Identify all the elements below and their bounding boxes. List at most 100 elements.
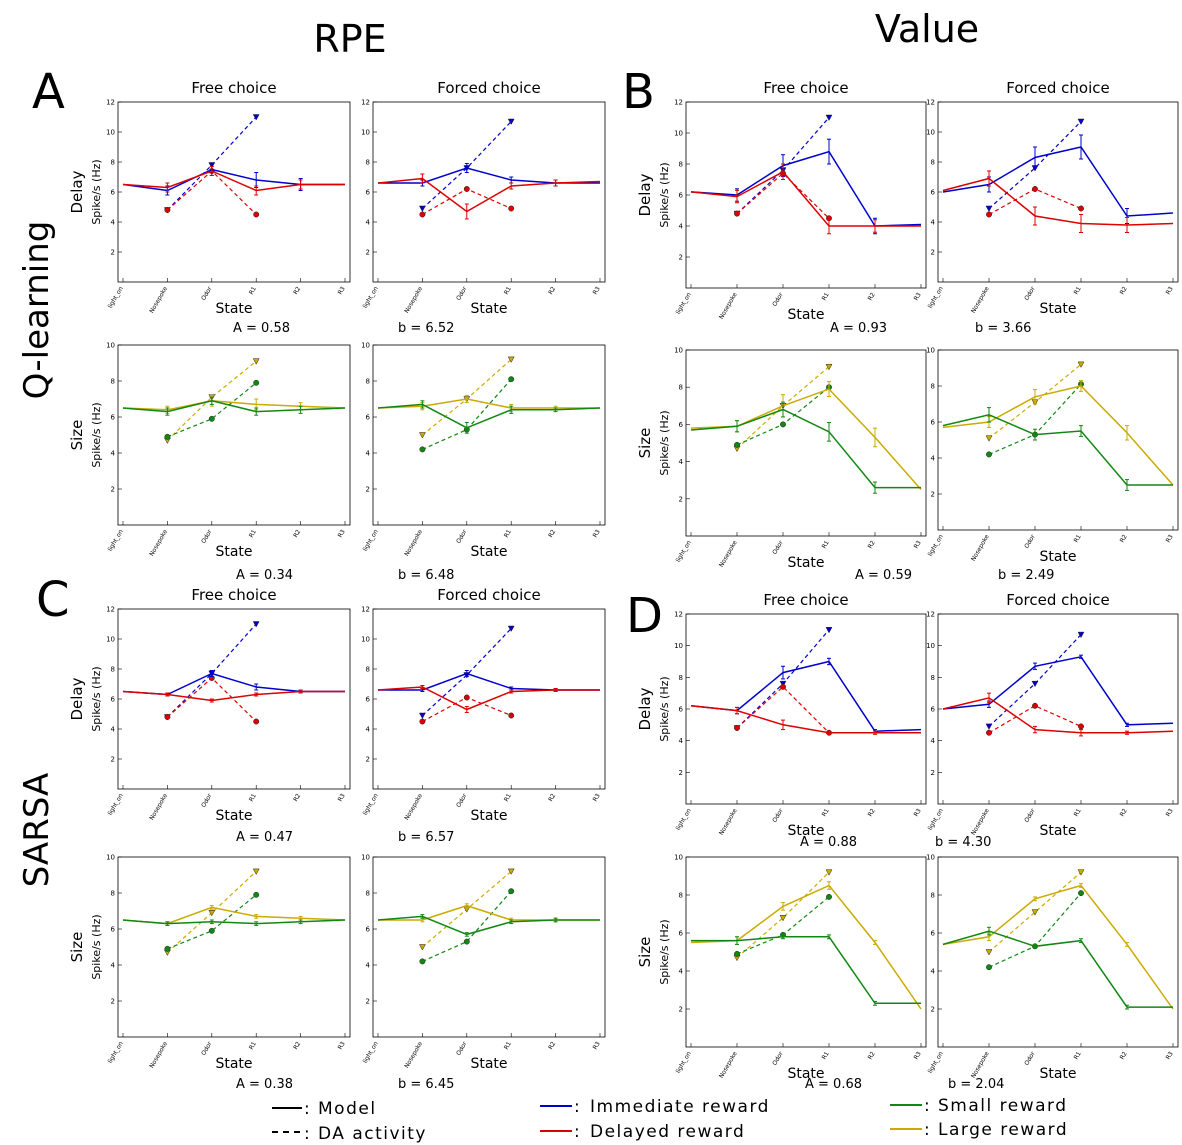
y-tick-label: 2 xyxy=(679,254,683,262)
subplot-c-delay-forced: 2 4 6 8 10 12 light_on Nosepoke Odor R1 R2 R3 Forced… xyxy=(361,586,606,824)
x-tick-label: light_on xyxy=(927,533,945,557)
da-point xyxy=(1078,205,1084,212)
legend-delayed-sep: : xyxy=(574,1122,580,1142)
legend-model-sep: : xyxy=(304,1099,310,1119)
da-line-small-reward xyxy=(422,378,512,450)
legend-small-sep: : xyxy=(924,1096,930,1116)
x-tick-label: Odor xyxy=(200,792,214,809)
y-tick-label: 6 xyxy=(679,706,684,714)
model-line-large-reward xyxy=(942,385,1174,486)
da-point xyxy=(507,868,515,875)
subplot-d-size-forced: 2 4 6 8 10 light_on Nosepoke Odor R1 R2 R3 State xyxy=(926,854,1179,1082)
da-point xyxy=(1032,186,1038,192)
y-tick-label: 10 xyxy=(361,854,370,862)
x-tick-label: R3 xyxy=(1165,1050,1175,1061)
x-tick-label: light_on xyxy=(675,807,693,831)
x-tick-label: Odor xyxy=(200,1040,214,1057)
y-tick-label: 8 xyxy=(931,159,935,167)
x-tick-label: R2 xyxy=(867,539,877,550)
da-point xyxy=(508,376,515,383)
param-a-size-A: A = 0.34 xyxy=(236,568,293,583)
da-point xyxy=(985,723,993,730)
x-tick-label: Nosepoke xyxy=(970,807,991,836)
da-line-large-reward xyxy=(166,360,257,441)
y-axis-label: Spike/s (Hz) xyxy=(90,402,103,467)
y-tick-label: 4 xyxy=(366,962,371,970)
y-tick-label: 4 xyxy=(931,968,936,976)
x-tick-label: light_on xyxy=(927,1050,945,1074)
param-d-delay-A: A = 0.88 xyxy=(800,835,857,850)
y-tick-label: 10 xyxy=(674,854,683,862)
subplot-b-delay-forced: 2 4 6 8 10 12 light_on Nosepoke Odor R1 R2 R3 Forced… xyxy=(926,79,1179,317)
legend-immediate-sep: : xyxy=(574,1097,580,1117)
da-point xyxy=(508,205,515,212)
da-point xyxy=(1031,909,1039,916)
da-line-large-reward xyxy=(736,871,830,959)
x-tick-label: R1 xyxy=(503,285,513,296)
y-tick-label: 8 xyxy=(366,378,370,386)
subplot-d-delay-forced: 2 4 6 8 10 12 light_on Nosepoke Odor R1 R2 R3 Forced… xyxy=(926,591,1179,839)
x-tick-label: light_on xyxy=(927,807,945,831)
da-point xyxy=(1078,723,1084,730)
param-b-size-A: A = 0.59 xyxy=(855,568,912,583)
da-line-delayed-reward xyxy=(988,705,1082,734)
da-point xyxy=(208,927,215,934)
x-tick-label: R2 xyxy=(547,285,557,296)
x-tick-label: Odor xyxy=(771,807,785,824)
panel-letter-c: C xyxy=(36,572,70,628)
model-line-large-reward xyxy=(690,884,922,1010)
y-tick-label: 12 xyxy=(926,611,935,619)
da-point xyxy=(418,205,426,213)
da-point xyxy=(164,714,171,720)
y-tick-label: 2 xyxy=(679,495,683,503)
model-line-small-reward xyxy=(377,403,601,429)
y-axis-label: Spike/s (Hz) xyxy=(90,914,103,979)
da-point xyxy=(253,718,260,725)
x-tick-label: R3 xyxy=(913,291,923,302)
x-tick-label: Nosepoke xyxy=(148,285,169,314)
da-point xyxy=(1078,890,1084,897)
x-tick-label: R3 xyxy=(337,528,347,539)
x-axis-label: State xyxy=(787,555,824,571)
x-axis-label: State xyxy=(470,301,507,317)
da-point xyxy=(507,118,515,126)
x-tick-label: Nosepoke xyxy=(148,528,169,557)
da-point xyxy=(463,186,470,192)
subplot-d-delay-free: 2 4 6 8 10 12 light_on Nosepoke Odor R1 R2 R3 Free c… xyxy=(636,591,927,839)
y-tick-label: 10 xyxy=(926,854,935,862)
y-tick-label: 10 xyxy=(674,642,683,650)
subplot-a-delay-free: 2 4 6 8 10 12 light_on Nosepoke Odor R1 R2 R3 Free c… xyxy=(68,79,351,317)
plot-frame xyxy=(372,608,606,790)
subplot-d-size-free: 2 4 6 8 10 light_on Nosepoke Odor R1 R2 R3 State Spi… xyxy=(636,854,927,1082)
model-line-delayed-reward xyxy=(942,177,1174,226)
plot-frame xyxy=(937,856,1179,1048)
da-point xyxy=(508,712,515,719)
y-tick-label: 8 xyxy=(679,674,683,682)
x-tick-label: R2 xyxy=(1119,533,1129,544)
x-tick-label: R2 xyxy=(292,285,302,296)
subplot-c-size-forced: 2 4 6 8 10 light_on Nosepoke Odor R1 R2 R3 State xyxy=(361,854,606,1072)
legend-immediate-label: Immediate reward xyxy=(590,1097,770,1117)
y-tick-label: 6 xyxy=(366,189,371,197)
x-axis-label: State xyxy=(470,1056,507,1072)
da-point xyxy=(164,207,171,213)
y-tick-label: 6 xyxy=(679,930,684,938)
da-point xyxy=(463,938,470,945)
subplot-title: Free choice xyxy=(191,79,276,97)
y-tick-label: 4 xyxy=(366,219,371,227)
da-point xyxy=(253,891,260,898)
y-tick-label: 6 xyxy=(931,419,936,427)
x-tick-label: R3 xyxy=(913,1050,923,1061)
model-line-delayed-reward xyxy=(377,177,601,213)
row-label-size: Size xyxy=(636,937,654,968)
plot-frame xyxy=(372,101,606,283)
y-tick-label: 8 xyxy=(111,378,115,386)
param-a-delay-A: A = 0.58 xyxy=(233,321,290,336)
subplot-b-size-free: 2 4 6 8 10 light_on Nosepoke Odor R1 R2 R3 State Spi… xyxy=(636,347,927,571)
y-tick-label: 10 xyxy=(106,342,115,350)
x-axis-label: State xyxy=(215,301,252,317)
x-tick-label: R1 xyxy=(503,528,513,539)
da-point xyxy=(252,621,260,628)
y-tick-label: 2 xyxy=(931,491,935,499)
param-a-delay-b: b = 6.52 xyxy=(398,321,454,336)
